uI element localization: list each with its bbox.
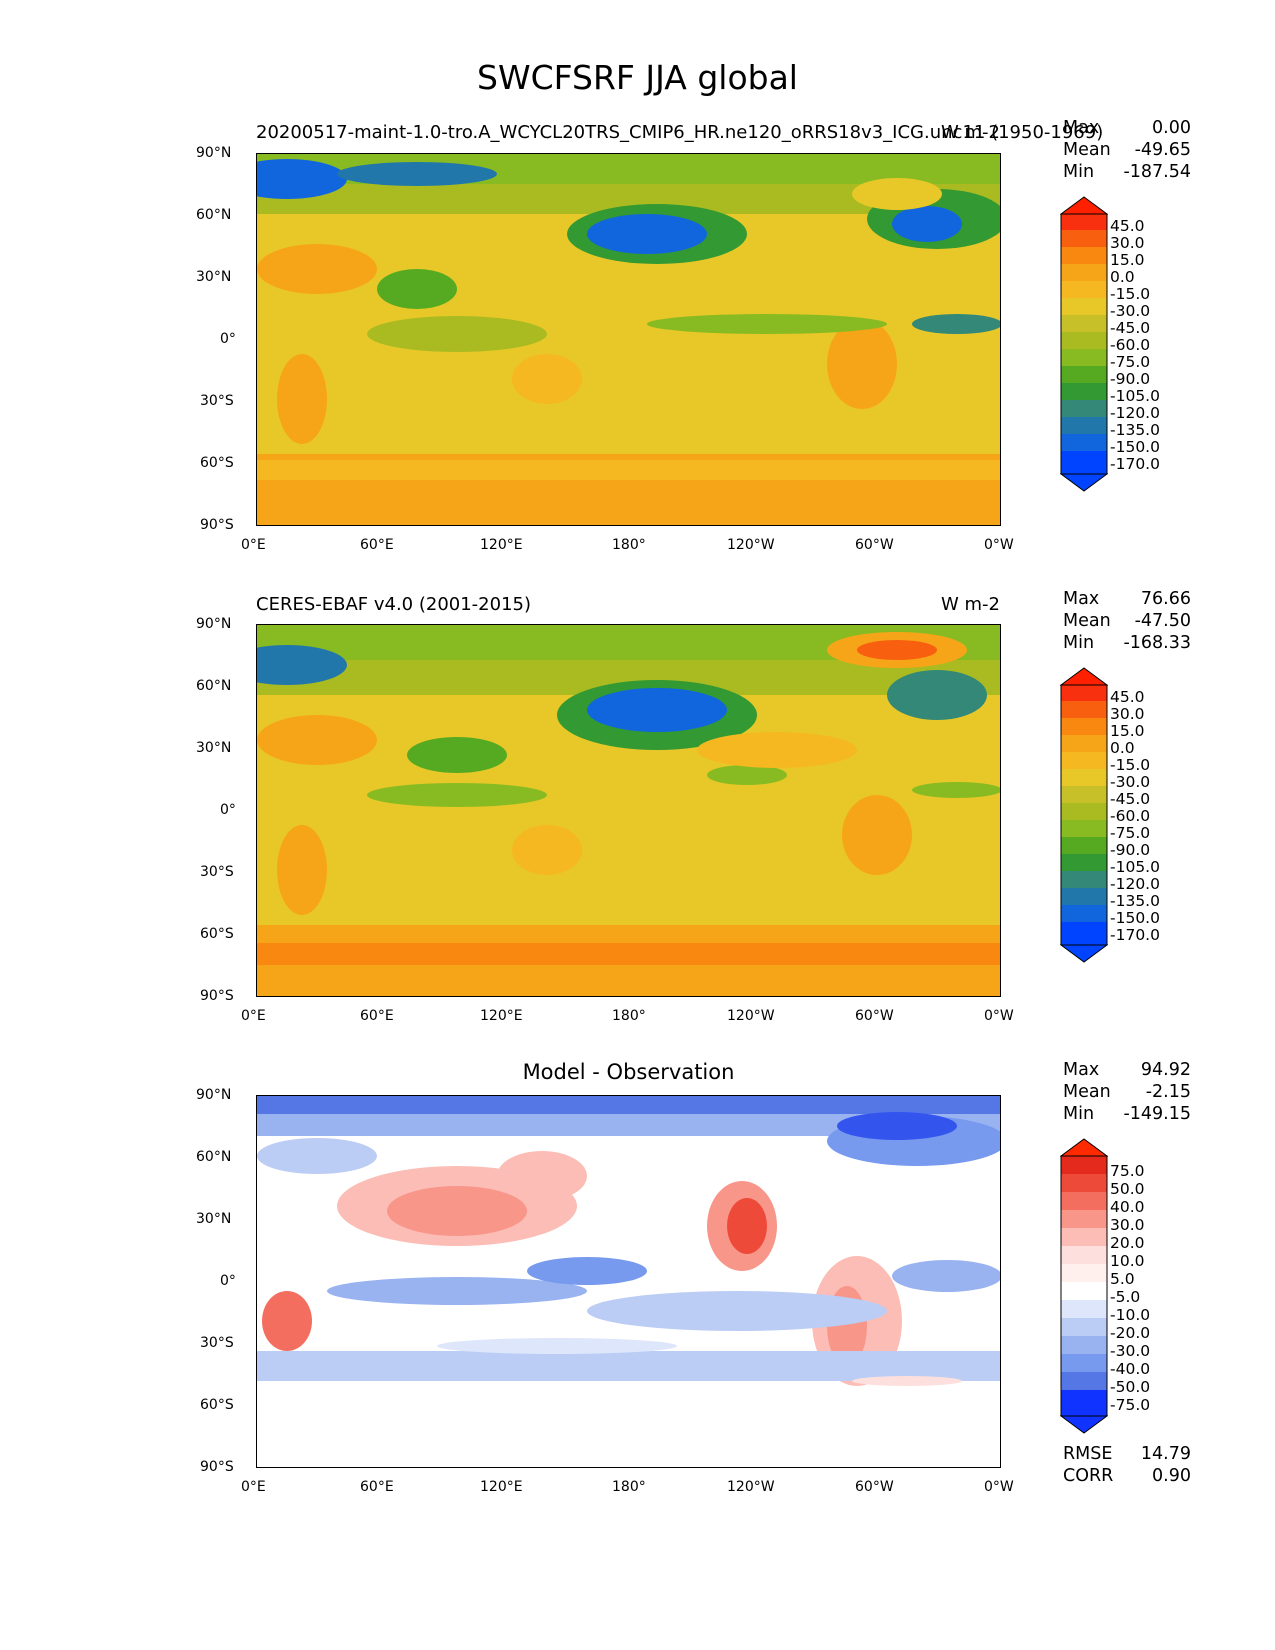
stat-max: Max 0.00 [1063,118,1191,138]
map-obs [256,624,1001,997]
stat-max: Max 76.66 [1063,589,1191,609]
lat-tick-30S: 30°S [200,393,234,409]
lat-tick-90N: 90°N [196,1087,232,1103]
lon-tick-180: 180° [612,1479,646,1495]
colorbar-obs [1060,667,1108,963]
lon-tick-180: 180° [612,537,646,553]
lat-tick-60S: 60°S [200,1397,234,1413]
lon-tick-60E: 60°E [360,1008,394,1024]
lon-tick-120W: 120°W [727,1008,775,1024]
lat-tick-0: 0° [220,1273,236,1289]
lon-tick-0W: 0°W [984,1008,1014,1024]
lon-tick-60W: 60°W [855,1008,894,1024]
lat-tick-90N: 90°N [196,145,232,161]
map-model [256,153,1001,526]
panel-model-units: W m-2 [940,122,1000,143]
lat-tick-30N: 30°N [196,1211,232,1227]
metric-rmse: RMSE 14.79 [1063,1444,1191,1464]
lat-tick-30S: 30°S [200,864,234,880]
map-obs-field [257,625,1000,996]
lon-tick-120E: 120°E [480,1008,523,1024]
stat-mean: Mean -49.65 [1063,140,1191,160]
map-model-field [257,154,1000,525]
stat-min: Min -149.15 [1063,1104,1191,1124]
colorbar-model [1060,196,1108,492]
map-diff-field [257,1096,1000,1467]
lat-tick-30N: 30°N [196,740,232,756]
colorbar-diff [1060,1138,1108,1434]
lat-tick-90N: 90°N [196,616,232,632]
lat-tick-0: 0° [220,331,236,347]
lon-tick-120E: 120°E [480,537,523,553]
lon-tick-120W: 120°W [727,537,775,553]
lon-tick-60W: 60°W [855,1479,894,1495]
lat-tick-90S: 90°S [200,1459,234,1475]
colorbar-obs-labels: 45.0 30.0 15.0 0.0 -15.0 -30.0 -45.0 -60.0 -75.0… [1110,688,1160,944]
lon-tick-60E: 60°E [360,537,394,553]
colorbar-model-labels: 45.0 30.0 15.0 0.0 -15.0 -30.0 -45.0 -60.0 -75.0… [1110,217,1160,473]
lon-tick-0E: 0°E [241,537,266,553]
lat-tick-60S: 60°S [200,926,234,942]
colorbar-diff-labels: 75.0 50.0 40.0 30.0 20.0 10.0 5.0 -5.0 -10.0 -20.… [1110,1162,1151,1414]
figure-title: SWCFSRF JJA global [477,58,798,97]
lon-tick-120E: 120°E [480,1479,523,1495]
panel-model-title: 20200517-maint-1.0-tro.A_WCYCL20TRS_CMIP… [256,122,1104,143]
stat-mean: Mean -2.15 [1063,1082,1191,1102]
lon-tick-0E: 0°E [241,1479,266,1495]
lat-tick-30N: 30°N [196,269,232,285]
lon-tick-120W: 120°W [727,1479,775,1495]
lat-tick-60N: 60°N [196,1149,232,1165]
panel-obs-units: W m-2 [940,594,1000,615]
metric-corr: CORR 0.90 [1063,1466,1191,1486]
lat-tick-90S: 90°S [200,517,234,533]
stat-mean: Mean -47.50 [1063,611,1191,631]
panel-obs-title: CERES-EBAF v4.0 (2001-2015) [256,594,532,615]
lat-tick-0: 0° [220,802,236,818]
lon-tick-60W: 60°W [855,537,894,553]
panel-diff-title: Model - Observation [522,1060,735,1084]
lat-tick-60S: 60°S [200,455,234,471]
stat-min: Min -168.33 [1063,633,1191,653]
lon-tick-0W: 0°W [984,1479,1014,1495]
stat-min: Min -187.54 [1063,162,1191,182]
stat-max: Max 94.92 [1063,1060,1191,1080]
lat-tick-60N: 60°N [196,207,232,223]
map-diff [256,1095,1001,1468]
lon-tick-0W: 0°W [984,537,1014,553]
lat-tick-60N: 60°N [196,678,232,694]
lon-tick-0E: 0°E [241,1008,266,1024]
lon-tick-180: 180° [612,1008,646,1024]
lon-tick-60E: 60°E [360,1479,394,1495]
lat-tick-30S: 30°S [200,1335,234,1351]
lat-tick-90S: 90°S [200,988,234,1004]
